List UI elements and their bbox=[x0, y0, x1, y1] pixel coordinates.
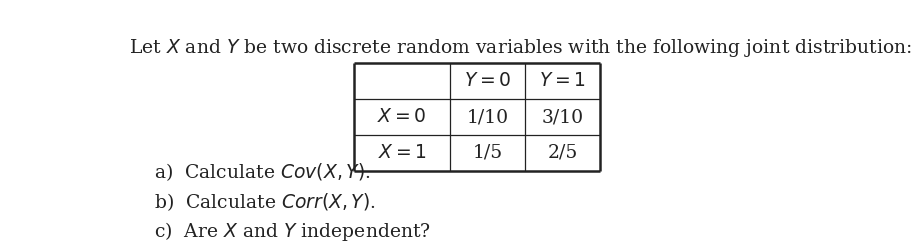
Text: 2/5: 2/5 bbox=[547, 144, 577, 162]
Text: $X=1$: $X=1$ bbox=[377, 144, 425, 162]
Text: 1/5: 1/5 bbox=[471, 144, 502, 162]
Text: 3/10: 3/10 bbox=[540, 108, 583, 126]
Text: a)  Calculate $\mathit{Cov}(X,Y)$.: a) Calculate $\mathit{Cov}(X,Y)$. bbox=[154, 161, 370, 183]
Text: $Y=1$: $Y=1$ bbox=[539, 72, 585, 90]
Text: b)  Calculate $\mathit{Corr}(X,Y)$.: b) Calculate $\mathit{Corr}(X,Y)$. bbox=[154, 191, 376, 213]
Text: c)  Are $X$ and $Y$ independent?: c) Are $X$ and $Y$ independent? bbox=[154, 220, 431, 243]
Text: $X=0$: $X=0$ bbox=[377, 108, 426, 126]
Text: Let $X$ and $Y$ be two discrete random variables with the following joint distri: Let $X$ and $Y$ be two discrete random v… bbox=[129, 37, 912, 59]
Text: 1/10: 1/10 bbox=[466, 108, 508, 126]
Text: $Y=0$: $Y=0$ bbox=[463, 72, 511, 90]
